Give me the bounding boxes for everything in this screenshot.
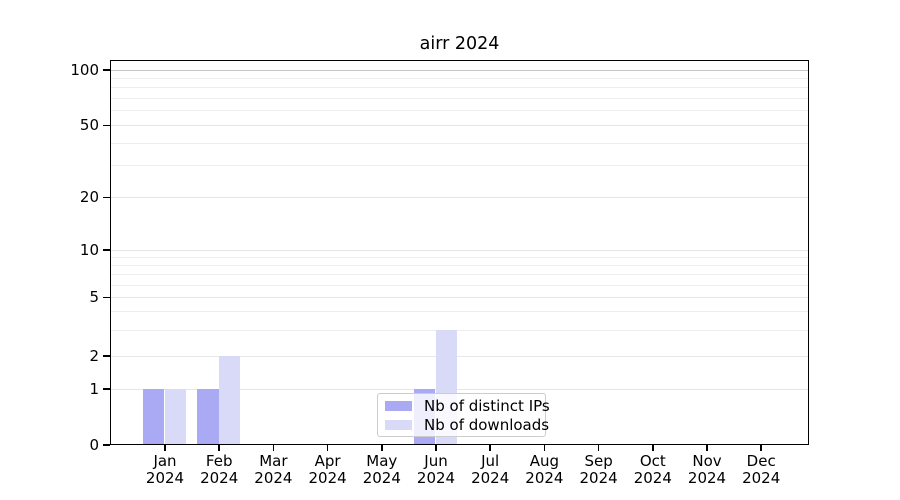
legend: Nb of distinct IPs Nb of downloads xyxy=(377,393,550,437)
y-axis-tick xyxy=(103,249,110,251)
x-label-year: 2024 xyxy=(254,469,293,487)
y-axis-tick-label: 20 xyxy=(79,188,99,206)
x-label-year: 2024 xyxy=(200,469,239,487)
x-axis-tick xyxy=(218,445,220,451)
plot-area xyxy=(110,60,809,445)
x-label-month: Jan xyxy=(153,452,177,470)
bar-distinct-ips-jan xyxy=(142,388,165,444)
x-label-month: Oct xyxy=(639,452,666,470)
y-axis-tick xyxy=(103,69,110,71)
x-axis-tick-label: Jan 2024 xyxy=(137,453,193,487)
minor-gridline xyxy=(111,264,808,266)
x-label-year: 2024 xyxy=(687,469,727,487)
x-axis-tick xyxy=(543,445,546,451)
chart-title: airr 2024 xyxy=(419,34,500,54)
x-label-month: Feb xyxy=(205,452,233,470)
x-label-month: Apr xyxy=(314,452,341,470)
x-axis-tick-label: Jun 2024 xyxy=(408,453,464,487)
major-gridline xyxy=(111,355,808,357)
minor-gridline xyxy=(111,311,808,313)
x-label-year: 2024 xyxy=(362,469,401,487)
bar-downloads-jan xyxy=(164,388,187,444)
legend-label: Nb of distinct IPs xyxy=(424,396,550,415)
major-gridline xyxy=(111,297,808,298)
x-axis-tick-label: Sep 2024 xyxy=(571,453,627,487)
x-axis-tick-label: Dec 2024 xyxy=(733,453,789,487)
x-axis-tick xyxy=(272,445,275,451)
x-axis-tick xyxy=(164,445,166,451)
x-label-year: 2024 xyxy=(742,469,781,487)
x-axis-tick xyxy=(326,445,329,451)
major-gridline xyxy=(111,197,808,198)
x-label-year: 2024 xyxy=(525,469,564,487)
legend-label: Nb of downloads xyxy=(424,415,550,434)
legend-swatch xyxy=(385,400,412,411)
x-axis-tick-label: Nov 2024 xyxy=(679,453,735,487)
x-label-year: 2024 xyxy=(416,469,456,487)
y-axis-tick xyxy=(103,124,110,127)
y-axis-tick xyxy=(103,355,110,357)
x-axis-tick-label: Mar 2024 xyxy=(245,453,301,487)
y-axis-tick xyxy=(103,196,110,199)
x-axis-tick xyxy=(381,445,383,451)
x-label-month: Jun xyxy=(424,452,448,470)
minor-gridline xyxy=(111,256,808,258)
x-axis-tick xyxy=(597,445,600,451)
x-label-month: Nov xyxy=(692,452,722,470)
y-axis-tick-label: 1 xyxy=(89,379,99,398)
x-label-month: Dec xyxy=(746,452,776,470)
y-axis-tick-label: 50 xyxy=(79,116,99,134)
x-label-year: 2024 xyxy=(145,469,185,487)
minor-gridline xyxy=(111,142,808,144)
minor-gridline xyxy=(111,110,808,112)
minor-gridline xyxy=(111,273,808,275)
legend-swatch xyxy=(385,419,412,430)
major-gridline xyxy=(111,125,808,126)
x-label-month: Mar xyxy=(259,452,288,470)
y-axis-tick xyxy=(103,388,110,390)
x-axis-tick xyxy=(760,445,762,451)
x-label-month: Sep xyxy=(584,452,613,470)
y-axis-tick-label: 2 xyxy=(89,346,99,365)
legend-item: Nb of downloads xyxy=(385,417,549,433)
y-axis-tick xyxy=(103,296,110,299)
x-label-year: 2024 xyxy=(633,469,672,487)
x-axis-tick-label: May 2024 xyxy=(354,453,410,487)
bar-distinct-ips-feb xyxy=(197,388,219,444)
x-axis-tick xyxy=(489,445,491,451)
minor-gridline xyxy=(111,87,808,89)
minor-gridline xyxy=(111,165,808,167)
x-label-month: Jul xyxy=(481,452,500,470)
y-axis-tick-label: 0 xyxy=(89,435,99,454)
x-axis-tick-label: Apr 2024 xyxy=(300,453,356,487)
bar-downloads-feb xyxy=(218,355,241,444)
x-label-year: 2024 xyxy=(579,469,618,487)
major-gridline xyxy=(111,69,808,71)
y-axis-tick-label: 10 xyxy=(79,240,99,259)
minor-gridline xyxy=(111,98,808,100)
minor-gridline xyxy=(111,77,808,79)
x-axis-tick-label: Aug 2024 xyxy=(516,453,572,487)
x-axis-tick-label: Jul 2024 xyxy=(462,453,518,487)
x-label-month: May xyxy=(366,452,398,470)
x-axis-tick xyxy=(652,445,654,451)
x-label-year: 2024 xyxy=(471,469,510,487)
y-axis-tick-label: 100 xyxy=(70,60,99,79)
y-axis-tick-label: 5 xyxy=(89,288,99,306)
x-axis-tick xyxy=(706,445,708,451)
x-label-year: 2024 xyxy=(308,469,347,487)
x-axis-tick xyxy=(435,445,437,451)
legend-item: Nb of distinct IPs xyxy=(385,398,550,414)
minor-gridline xyxy=(111,329,808,331)
x-axis-tick-label: Oct 2024 xyxy=(625,453,681,487)
x-label-month: Aug xyxy=(529,452,560,470)
y-axis-tick xyxy=(103,444,110,446)
x-axis-tick-label: Feb 2024 xyxy=(191,453,247,487)
major-gridline xyxy=(111,388,808,390)
minor-gridline xyxy=(111,284,808,286)
major-gridline xyxy=(111,249,808,251)
